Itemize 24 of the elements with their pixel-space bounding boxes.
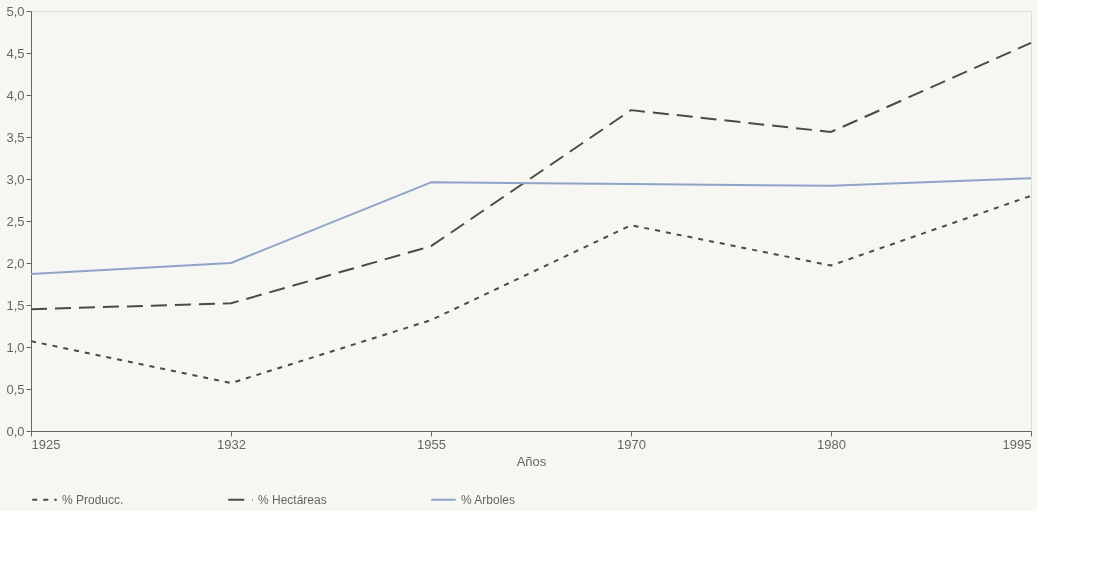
y-tick-label: 0,5	[6, 381, 25, 397]
x-tick-label: 1932	[217, 436, 246, 452]
legend-label: % Arboles	[461, 492, 516, 507]
legend-label: % Producc.	[62, 492, 124, 507]
y-tick-label: 3,5	[6, 129, 25, 145]
x-tick-label: 1925	[31, 436, 61, 452]
y-tick-label: 1,5	[6, 297, 25, 313]
y-tick-label: 4,5	[6, 45, 25, 61]
x-tick-label: 1955	[417, 436, 446, 452]
y-tick-label: 5,0	[6, 3, 25, 19]
line-series	[30, 194, 1032, 385]
y-tick-label: 4,0	[6, 87, 25, 103]
x-tick-label: 1980	[817, 436, 846, 452]
y-tick-label: 0,0	[6, 423, 25, 439]
x-tick-label: 1995	[1002, 436, 1032, 452]
y-tick-label: 2,0	[6, 255, 25, 271]
x-axis-title: Años	[516, 453, 547, 469]
legend-label: % Hectáreas	[258, 492, 327, 507]
line-series	[30, 41, 1032, 311]
x-tick-label: 1970	[617, 436, 646, 452]
y-tick-label: 3,0	[6, 171, 25, 187]
y-tick-label: 1,0	[6, 339, 25, 355]
line-series	[30, 177, 1032, 275]
y-tick-label: 2,5	[6, 213, 25, 229]
